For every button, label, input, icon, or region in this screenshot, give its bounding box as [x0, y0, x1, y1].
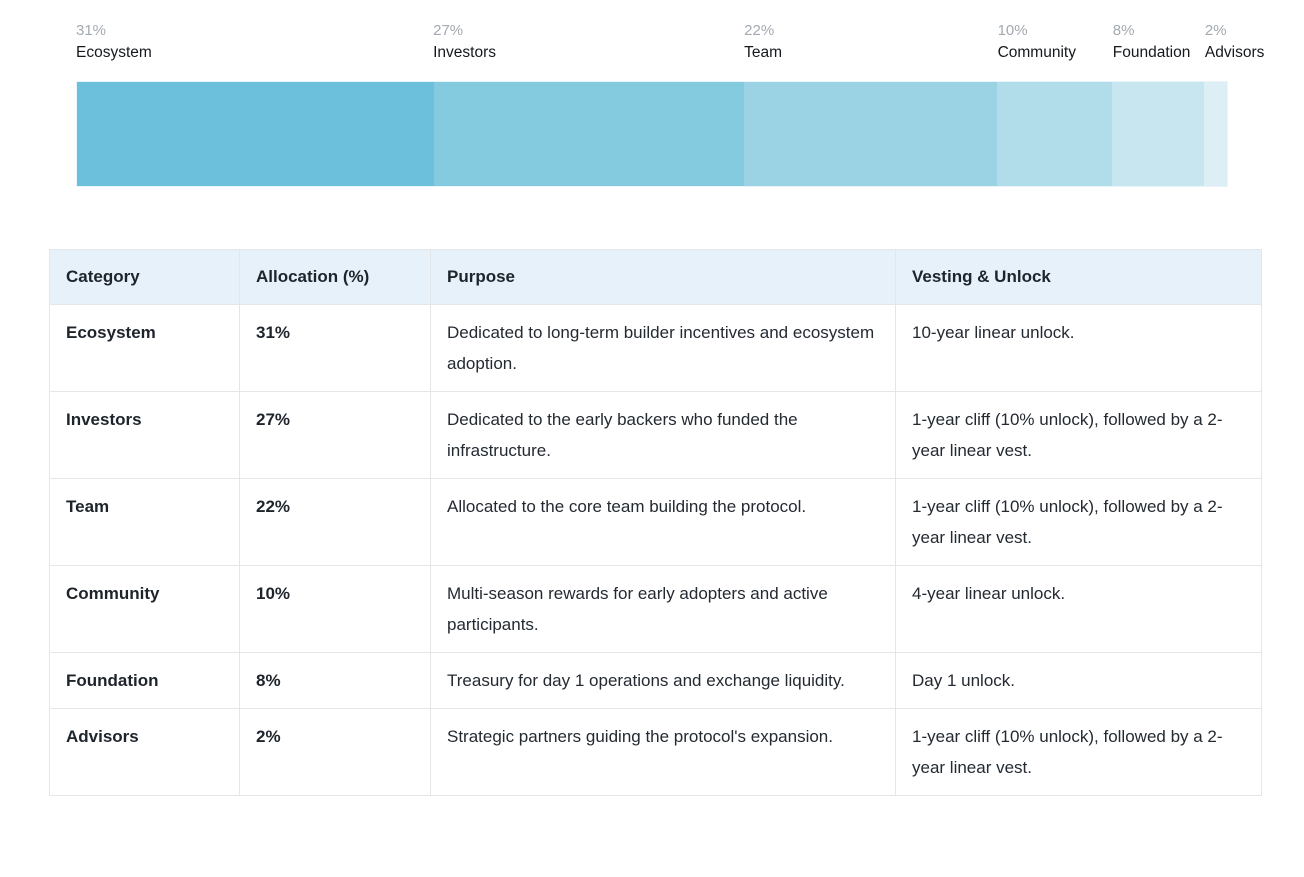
allocation-cell: 27%: [239, 391, 431, 479]
bar-segment: [433, 82, 744, 186]
segment-label: 22% Team: [744, 20, 997, 64]
category-cell: Team: [49, 478, 240, 566]
category-cell: Foundation: [49, 652, 240, 709]
segment-label: 10% Community: [998, 20, 1113, 64]
table-row: Advisors 2% Strategic partners guiding t…: [49, 708, 1262, 796]
allocation-cell: 10%: [239, 565, 431, 653]
purpose-cell: Dedicated to the early backers who funde…: [430, 391, 896, 479]
table-header-cell: Allocation (%): [239, 249, 431, 305]
segment-label: 31% Ecosystem: [76, 20, 433, 64]
vesting-cell: 10-year linear unlock.: [895, 304, 1262, 392]
segment-name-label: Foundation: [1112, 44, 1191, 61]
table-header-cell: Purpose: [430, 249, 896, 305]
table-row: Foundation 8% Treasury for day 1 operati…: [49, 652, 1262, 709]
table-header: Category Allocation (%) Purpose Vesting …: [49, 249, 1262, 305]
vesting-cell: 1-year cliff (10% unlock), followed by a…: [895, 708, 1262, 796]
segment-label: 8% Foundation: [1113, 20, 1205, 64]
segment-name-label: Advisors: [1204, 44, 1265, 61]
stacked-allocation-bar: [76, 81, 1228, 187]
table-row: Investors 27% Dedicated to the early bac…: [49, 391, 1262, 479]
segment-percent-label: 2%: [1204, 22, 1227, 39]
table-body: Ecosystem 31% Dedicated to long-term bui…: [49, 304, 1262, 796]
segment-percent-label: 10%: [997, 22, 1028, 39]
segment-name-label: Community: [997, 44, 1076, 61]
bar-segment: [744, 82, 997, 186]
segment-percent-label: 22%: [744, 22, 775, 39]
bar-segment: [1112, 82, 1204, 186]
bar-segment: [1204, 82, 1227, 186]
category-cell: Investors: [49, 391, 240, 479]
purpose-cell: Allocated to the core team building the …: [430, 478, 896, 566]
allocation-cell: 8%: [239, 652, 431, 709]
segment-percent-label: 31%: [76, 22, 107, 39]
segment-label: 27% Investors: [433, 20, 744, 64]
allocation-table: Category Allocation (%) Purpose Vesting …: [49, 249, 1262, 796]
purpose-cell: Multi-season rewards for early adopters …: [430, 565, 896, 653]
allocation-chart: 31% Ecosystem 27% Investors 22% Team 10%…: [76, 20, 1265, 187]
segment-label: 2% Advisors: [1204, 20, 1265, 64]
table-row: Community 10% Multi-season rewards for e…: [49, 565, 1262, 653]
table-header-cell: Vesting & Unlock: [895, 249, 1262, 305]
segment-percent-label: 27%: [433, 22, 464, 39]
vesting-cell: Day 1 unlock.: [895, 652, 1262, 709]
vesting-cell: 1-year cliff (10% unlock), followed by a…: [895, 478, 1262, 566]
segment-percent-label: 8%: [1112, 22, 1135, 39]
allocation-cell: 2%: [239, 708, 431, 796]
vesting-cell: 1-year cliff (10% unlock), followed by a…: [895, 391, 1262, 479]
purpose-cell: Strategic partners guiding the protocol'…: [430, 708, 896, 796]
table-row: Team 22% Allocated to the core team buil…: [49, 478, 1262, 566]
table-header-cell: Category: [49, 249, 240, 305]
allocation-cell: 31%: [239, 304, 431, 392]
category-cell: Community: [49, 565, 240, 653]
segment-name-label: Team: [744, 44, 783, 61]
purpose-cell: Dedicated to long-term builder incentive…: [430, 304, 896, 392]
vesting-cell: 4-year linear unlock.: [895, 565, 1262, 653]
table-row: Ecosystem 31% Dedicated to long-term bui…: [49, 304, 1262, 392]
purpose-cell: Treasury for day 1 operations and exchan…: [430, 652, 896, 709]
category-cell: Ecosystem: [49, 304, 240, 392]
segment-name-label: Ecosystem: [76, 44, 152, 61]
table-header-row: Category Allocation (%) Purpose Vesting …: [49, 249, 1262, 305]
bar-segment: [77, 82, 434, 186]
bar-segment: [997, 82, 1112, 186]
allocation-cell: 22%: [239, 478, 431, 566]
segment-name-label: Investors: [433, 44, 496, 61]
category-cell: Advisors: [49, 708, 240, 796]
segment-labels-row: 31% Ecosystem 27% Investors 22% Team 10%…: [76, 20, 1265, 64]
